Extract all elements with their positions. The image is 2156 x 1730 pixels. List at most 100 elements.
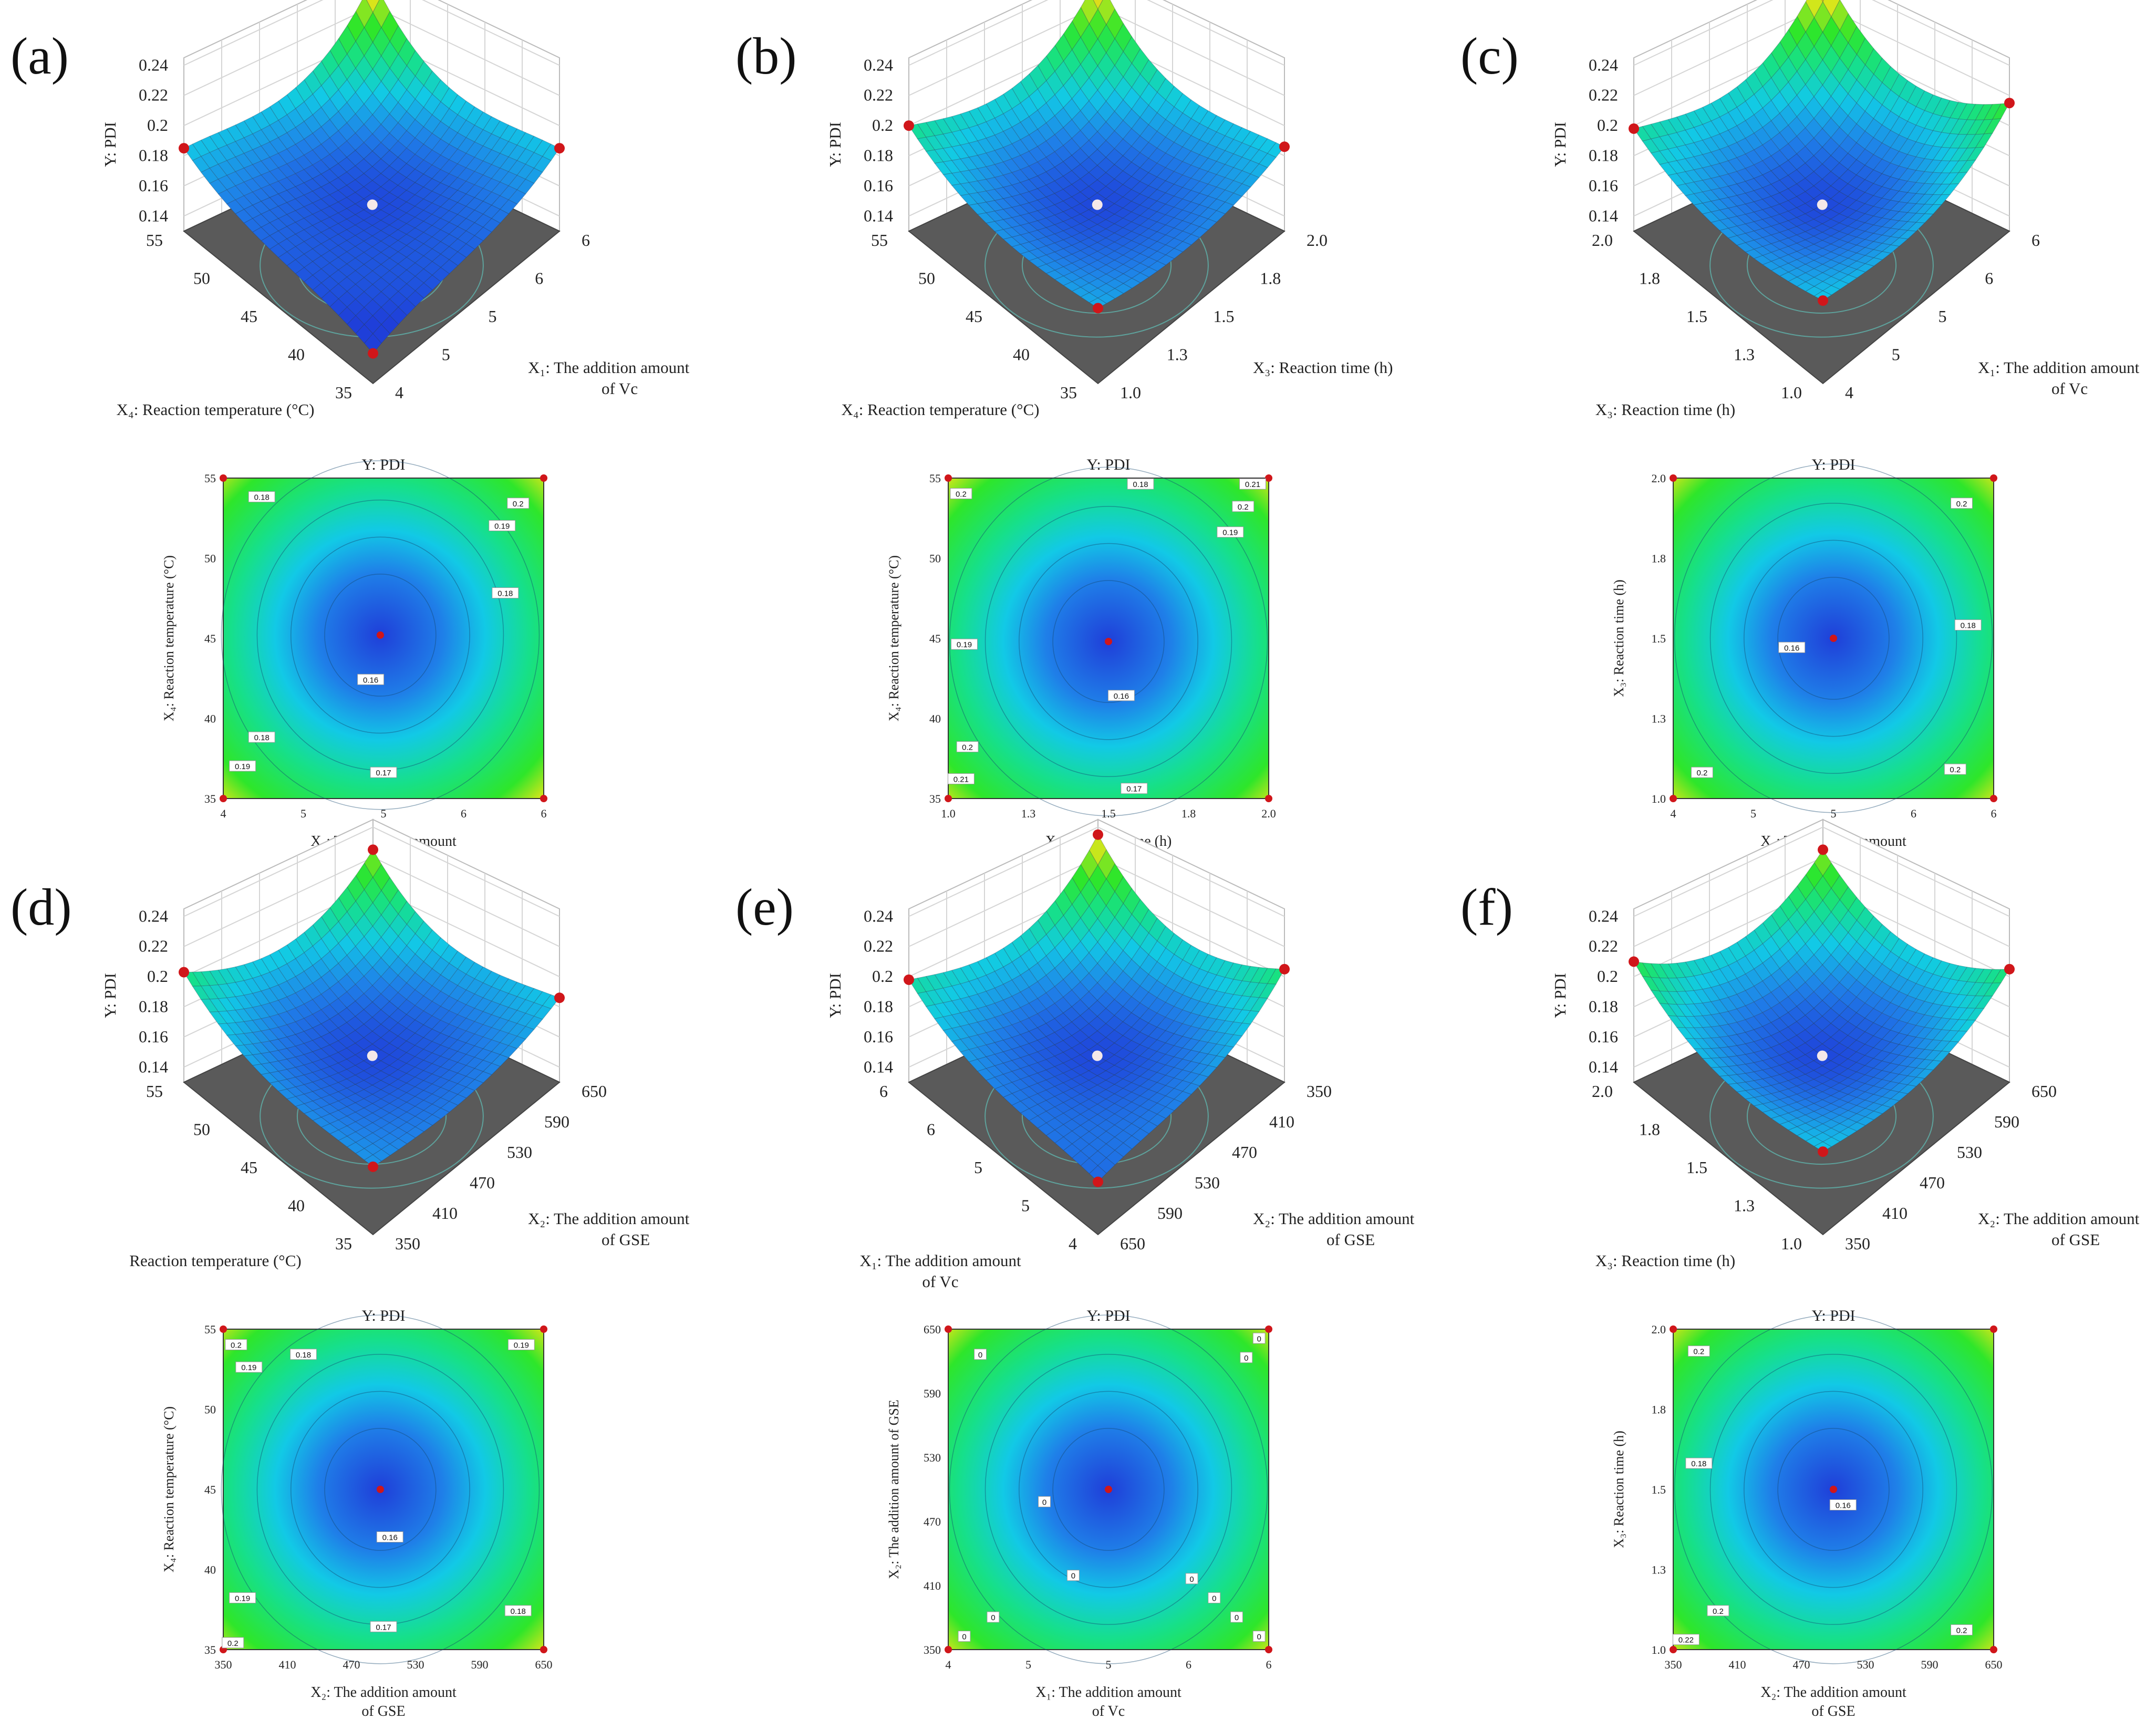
contour-label-box — [1185, 1573, 1198, 1584]
contour-label-box — [1208, 1592, 1221, 1603]
contour-label-box — [376, 1531, 403, 1542]
wall-grid-line — [1633, 0, 1774, 66]
contour-x-tick: 590 — [1921, 1658, 1939, 1671]
contour-line — [949, 1314, 1268, 1664]
contour-label-box — [951, 638, 978, 650]
design-point-marker — [1818, 1146, 1828, 1157]
x-tick-label: 5 — [442, 345, 450, 364]
contour-value-label: 0.19 — [514, 1341, 529, 1350]
y-tick-label: 40 — [1013, 345, 1030, 364]
contour-corner-marker — [1265, 1646, 1272, 1653]
z-tick-label: 0.24 — [864, 906, 893, 925]
wall-grid-line — [1872, 0, 2010, 66]
contour-x-tick: 470 — [343, 1658, 360, 1671]
contour-corner-marker — [1990, 1646, 1997, 1653]
surface-y-label: X₃: Reaction time (h) — [1595, 1251, 1735, 1270]
x-tick-label: 410 — [432, 1204, 458, 1223]
surface-patch — [1097, 293, 1116, 304]
contour-x-tick: 6 — [1911, 807, 1916, 820]
x-tick-label: 1.0 — [1120, 383, 1141, 402]
design-point-marker — [1818, 295, 1828, 306]
surface-patch — [1949, 1030, 1968, 1042]
contour-y-tick: 1.3 — [1652, 712, 1666, 726]
x-tick-label: 650 — [2031, 1082, 2057, 1101]
contour-label-box — [947, 773, 975, 784]
contour-value-label: 0.17 — [376, 769, 391, 778]
wall-grid-line — [1822, 5, 2010, 96]
contour-x-tick: 6 — [1991, 807, 1997, 820]
contour-label-box — [1217, 526, 1244, 538]
surface-y-label: Reaction temperature (°C) — [129, 1251, 301, 1270]
contour-label-box — [987, 1611, 1000, 1623]
contour-x-tick: 650 — [535, 1658, 553, 1671]
z-tick-label: 0.22 — [139, 86, 168, 105]
x-tick-label: 530 — [507, 1143, 532, 1162]
z-tick-label: 0.2 — [147, 967, 168, 986]
x-tick-label: 410 — [1269, 1112, 1294, 1131]
contour-y-tick: 50 — [929, 552, 941, 565]
surface-patch — [465, 235, 484, 250]
contour-x-label-line2: of GSE — [1811, 1703, 1855, 1719]
contour-value-label: 0.2 — [513, 500, 524, 509]
contour-x-tick: 1.8 — [1181, 807, 1196, 820]
contour-value-label: 0.17 — [1126, 785, 1142, 794]
contour-corner-marker — [945, 1646, 952, 1653]
z-tick-label: 0.14 — [139, 206, 168, 225]
contour-value-label: 0.16 — [1784, 644, 1799, 652]
contour-x-tick: 5 — [381, 807, 387, 820]
z-axis-label: Y: PDI — [1551, 973, 1569, 1018]
contour-y-tick: 55 — [929, 472, 941, 485]
y-tick-label: 1.8 — [1639, 1120, 1660, 1139]
design-point-marker — [554, 992, 565, 1003]
z-tick-label: 0.16 — [139, 176, 168, 195]
contour-line — [984, 1354, 1232, 1625]
contour-value-label: 0 — [1257, 1633, 1261, 1642]
wall-grid-line — [1633, 826, 1823, 917]
z-tick-label: 0.24 — [864, 55, 893, 74]
contour-y-tick: 40 — [204, 712, 216, 726]
contour-plot: Y: PDI 0.2 0.19 0.18 0.19 0.16 0.19 0.18 0.17 0.2… — [161, 1307, 553, 1719]
wall-grid-line — [1097, 826, 1285, 917]
surface-patch — [525, 1016, 543, 1030]
panel-f: (f) 0.14 0.16 0.18 0.2 0.22 0.24 Y: PDI 350 410 47… — [1460, 819, 2140, 1719]
surface-x-label-line2: of Vc — [602, 379, 638, 398]
contour-value-label: 0.18 — [1961, 621, 1976, 630]
panel-letter: (a) — [11, 27, 69, 85]
surface-patch — [1216, 202, 1235, 214]
contour-value-label: 0.2 — [1950, 765, 1961, 774]
contour-x-tick: 6 — [1266, 1658, 1272, 1671]
surface-patch — [1174, 1091, 1192, 1103]
contour-label-box — [1239, 478, 1266, 490]
y-tick-label: 6 — [879, 1082, 888, 1101]
contour-label-box — [1951, 498, 1973, 509]
contour-y-tick: 35 — [204, 1643, 216, 1656]
contour-x-tick: 4 — [221, 807, 226, 820]
contour-title: Y: PDI — [1086, 1307, 1130, 1324]
wall-grid-line — [1633, 5, 1823, 96]
wall-grid-line — [1097, 5, 1285, 96]
x-tick-label: 6 — [582, 231, 590, 250]
x-tick-label: 590 — [1994, 1112, 2019, 1131]
contour-line — [1019, 543, 1198, 740]
contour-corner-marker — [1265, 474, 1272, 482]
contour-x-tick: 350 — [1665, 1658, 1682, 1671]
contour-label-box — [507, 498, 530, 509]
design-point-marker — [1093, 1176, 1103, 1187]
y-tick-label: 35 — [1060, 383, 1077, 402]
contour-y-tick: 530 — [924, 1451, 941, 1464]
surface-patch — [1241, 173, 1260, 188]
contour-corner-marker — [540, 474, 547, 482]
panel-letter: (c) — [1460, 27, 1519, 85]
contour-line — [1674, 463, 1993, 813]
design-point-marker — [1093, 829, 1103, 840]
contour-corner-marker — [220, 1325, 227, 1333]
contour-corner-marker — [1990, 474, 1997, 482]
y-tick-label: 50 — [193, 269, 210, 288]
wall-grid-line — [183, 0, 324, 66]
surface-patch — [440, 1101, 459, 1113]
y-tick-label: 40 — [288, 1196, 305, 1215]
wall-grid-line — [372, 856, 560, 947]
contour-label-box — [1252, 1332, 1266, 1344]
contour-x-tick: 1.0 — [941, 807, 956, 820]
